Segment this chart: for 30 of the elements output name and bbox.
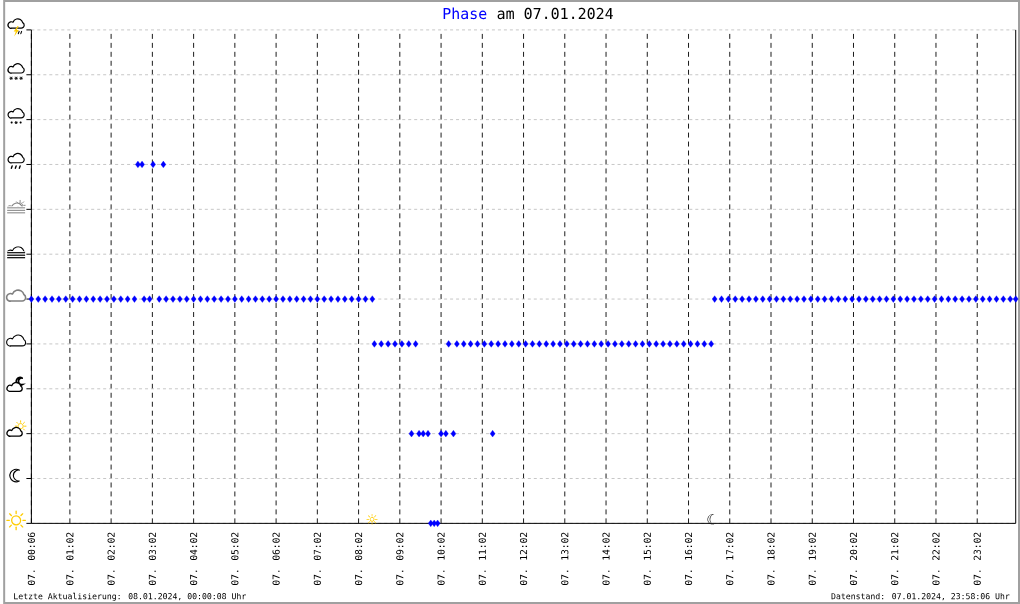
x-tick-label: 07. 14:02 — [602, 532, 610, 585]
x-tick-label: 07. 23:02 — [973, 532, 981, 585]
x-tick-label: 07. 18:02 — [767, 532, 775, 585]
annotation: ☼ — [366, 513, 378, 525]
x-tick-label: 07. 04:02 — [190, 532, 198, 585]
x-tick-label: 07. 21:02 — [891, 532, 899, 585]
text: Phase — [443, 7, 487, 20]
x-tick-label: 07. 01:02 — [66, 532, 74, 585]
x-tick-label: 07. 09:02 — [396, 532, 404, 585]
x-tick-label: 07. 22:02 — [932, 532, 940, 585]
x-tick-label: 07. 00:06 — [27, 532, 36, 585]
x-tick-label: 07. 17:02 — [726, 532, 734, 585]
x-tick-label: 07. 11:02 — [478, 532, 486, 585]
x-tick-label: 07. 20:02 — [849, 532, 858, 585]
x-tick-label: 07. 19:02 — [808, 532, 816, 585]
x-tick-label: 07. 12:02 — [519, 532, 528, 585]
chart-title: am 07.01.2024 — [497, 7, 613, 20]
x-tick-label: 07. 06:02 — [272, 532, 280, 585]
x-tick-label: 07. 02:02 — [107, 532, 115, 585]
x-tick-label: 07. 10:02 — [437, 532, 445, 585]
x-tick-label: 07. 07:02 — [313, 532, 321, 585]
x-tick-label: 07. 15:02 — [643, 532, 651, 585]
text: Letzte Aktualisierung: 08.01.2024, 00:00:08 Uhr — [14, 592, 246, 601]
x-tick-label: 07. 16:02 — [684, 532, 693, 585]
annotation: ☾ — [707, 513, 715, 525]
x-tick-label: 07. 05:02 — [231, 532, 239, 585]
x-tick-label: 07. 03:02 — [148, 532, 156, 585]
text: Datenstand: 07.01.2024, 23:58:06 Uhr — [831, 592, 1010, 601]
x-tick-label: 07. 13:02 — [561, 532, 569, 585]
x-tick-label: 07. 08:02 — [354, 532, 363, 585]
